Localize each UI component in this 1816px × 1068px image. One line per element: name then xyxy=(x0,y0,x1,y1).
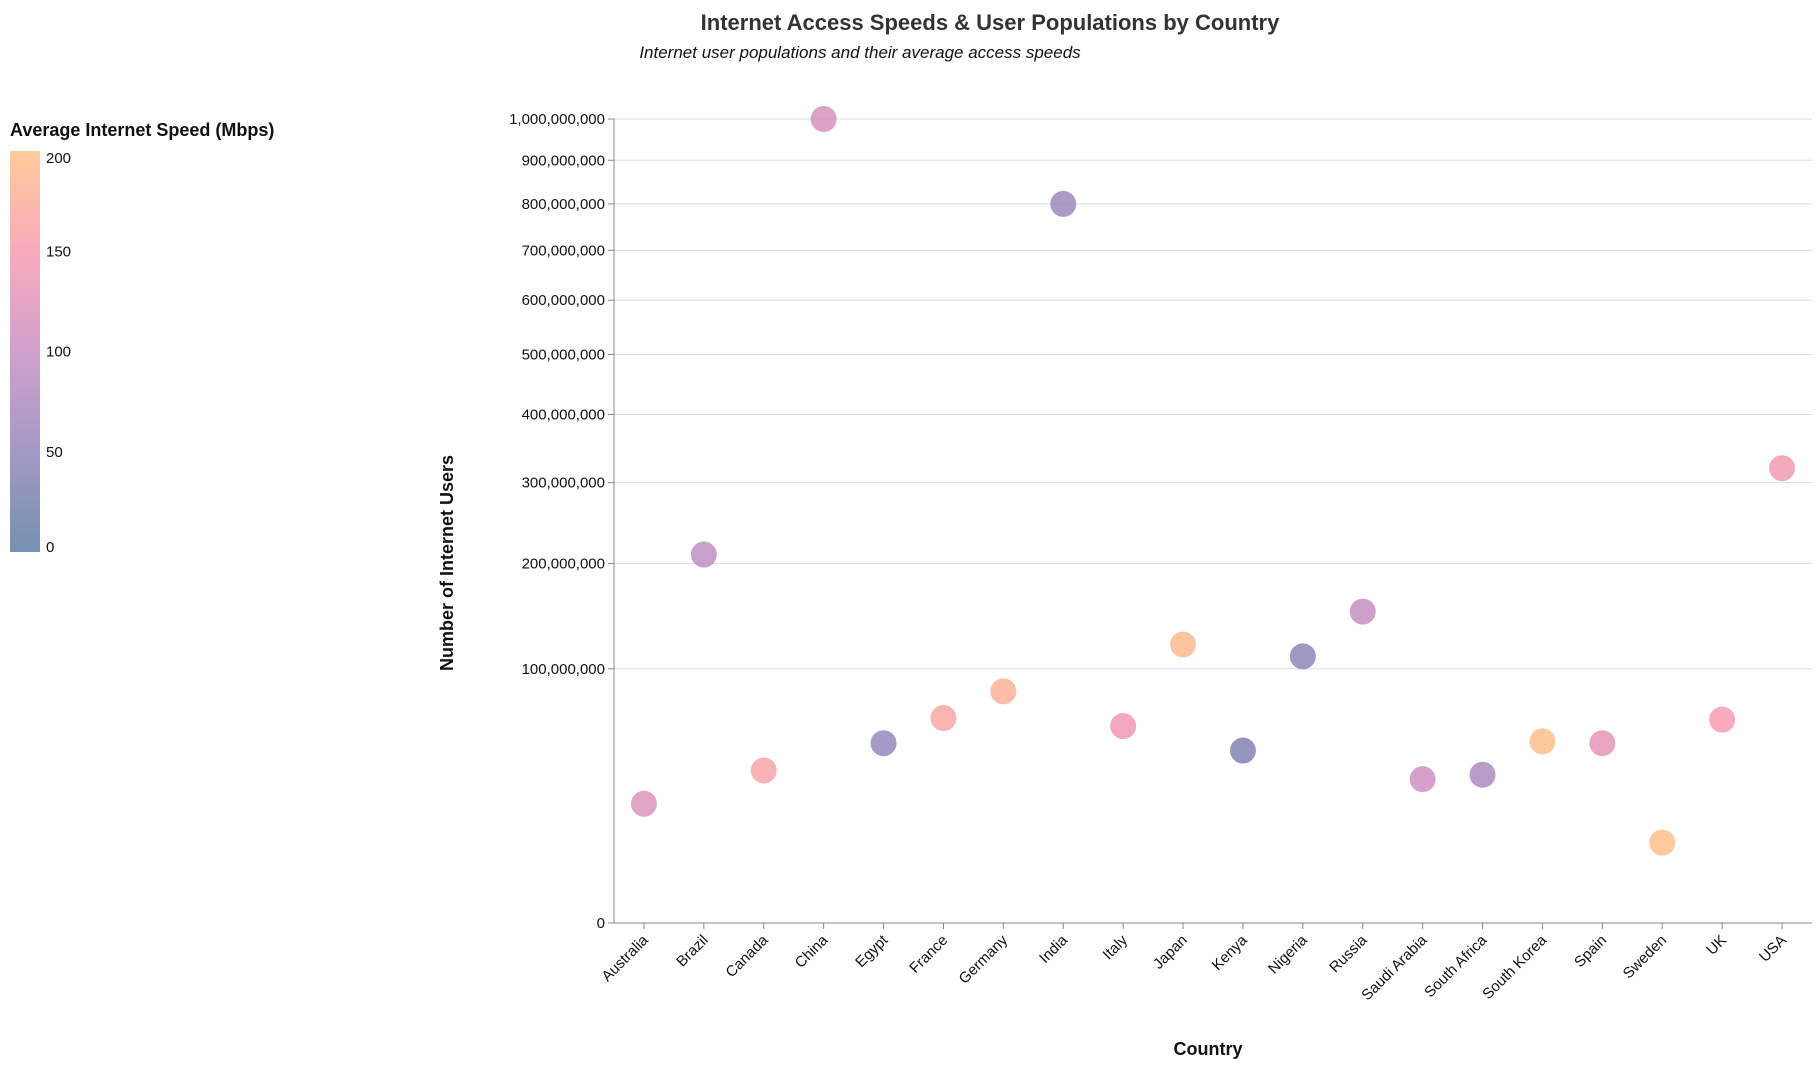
y-tick-label: 900,000,000 xyxy=(522,152,605,169)
data-point-india[interactable] xyxy=(1050,190,1077,217)
data-point-germany[interactable] xyxy=(990,678,1017,705)
data-point-australia[interactable] xyxy=(630,790,657,817)
chart-subtitle: Internet user populations and their aver… xyxy=(639,43,1081,62)
data-point-canada[interactable] xyxy=(750,757,777,784)
data-point-nigeria[interactable] xyxy=(1289,643,1316,670)
y-tick-label: 400,000,000 xyxy=(522,407,605,424)
data-point-russia[interactable] xyxy=(1349,598,1376,625)
x-tick-label: Egypt xyxy=(852,931,892,971)
x-tick-label: Germany xyxy=(956,931,1012,987)
x-tick-label: Brazil xyxy=(673,932,712,971)
data-point-sweden[interactable] xyxy=(1649,829,1676,856)
y-tick-label: 600,000,000 xyxy=(522,292,605,309)
x-axis-title: Country xyxy=(1174,1039,1243,1059)
legend-tick-label: 100 xyxy=(46,344,71,361)
legend-color-bar xyxy=(10,151,40,552)
data-point-brazil[interactable] xyxy=(690,541,717,568)
data-point-spain[interactable] xyxy=(1589,730,1616,757)
data-point-japan[interactable] xyxy=(1170,631,1197,658)
data-point-usa[interactable] xyxy=(1769,455,1796,482)
legend-title: Average Internet Speed (Mbps) xyxy=(10,120,274,140)
legend: Average Internet Speed (Mbps) 0 50 100 150 2… xyxy=(10,120,274,556)
x-tick-label: Australia xyxy=(598,931,652,985)
x-tick-label: Kenya xyxy=(1209,931,1252,974)
y-tick-label: 100,000,000 xyxy=(522,661,605,678)
y-tick-label: 0 xyxy=(597,915,605,932)
data-point-uk[interactable] xyxy=(1709,706,1736,733)
data-point-egypt[interactable] xyxy=(870,730,897,757)
x-tick-label: UK xyxy=(1703,932,1730,959)
legend-tick-label: 150 xyxy=(46,243,71,260)
data-point-south-africa[interactable] xyxy=(1469,761,1496,788)
data-point-italy[interactable] xyxy=(1110,713,1137,740)
legend-tick-label: 200 xyxy=(46,150,71,167)
x-tick-label: France xyxy=(906,932,951,977)
x-tick-label: India xyxy=(1036,931,1071,966)
chart-title: Internet Access Speeds & User Population… xyxy=(701,10,1280,35)
legend-tick-label: 0 xyxy=(46,539,54,556)
x-tick-label: Canada xyxy=(722,931,772,981)
x-tick-label: Italy xyxy=(1100,931,1132,963)
x-tick-label: Russia xyxy=(1326,931,1371,976)
x-tick-label: China xyxy=(792,931,832,971)
y-tick-label: 200,000,000 xyxy=(522,555,605,572)
x-tick-label: USA xyxy=(1756,932,1790,966)
data-point-saudi-arabia[interactable] xyxy=(1409,766,1436,793)
legend-tick-label: 50 xyxy=(46,444,63,461)
data-point-south-korea[interactable] xyxy=(1529,728,1556,755)
y-tick-label: 800,000,000 xyxy=(522,196,605,213)
y-axis-title: Number of Internet Users xyxy=(437,455,457,671)
x-tick-label: Japan xyxy=(1150,932,1191,973)
x-tick-label: Sweden xyxy=(1620,932,1670,982)
x-tick-label: Saudi Arabia xyxy=(1358,931,1431,1004)
x-tick-label: South Korea xyxy=(1479,931,1550,1002)
y-tick-label: 500,000,000 xyxy=(522,346,605,363)
data-point-china[interactable] xyxy=(810,106,837,132)
x-tick-label: Spain xyxy=(1571,932,1610,971)
y-tick-label: 300,000,000 xyxy=(522,475,605,492)
data-point-kenya[interactable] xyxy=(1229,737,1256,764)
x-tick-label: Nigeria xyxy=(1265,931,1311,977)
data-point-france[interactable] xyxy=(930,705,957,732)
y-tick-label: 700,000,000 xyxy=(522,242,605,259)
y-tick-label: 1,000,000,000 xyxy=(509,111,605,128)
